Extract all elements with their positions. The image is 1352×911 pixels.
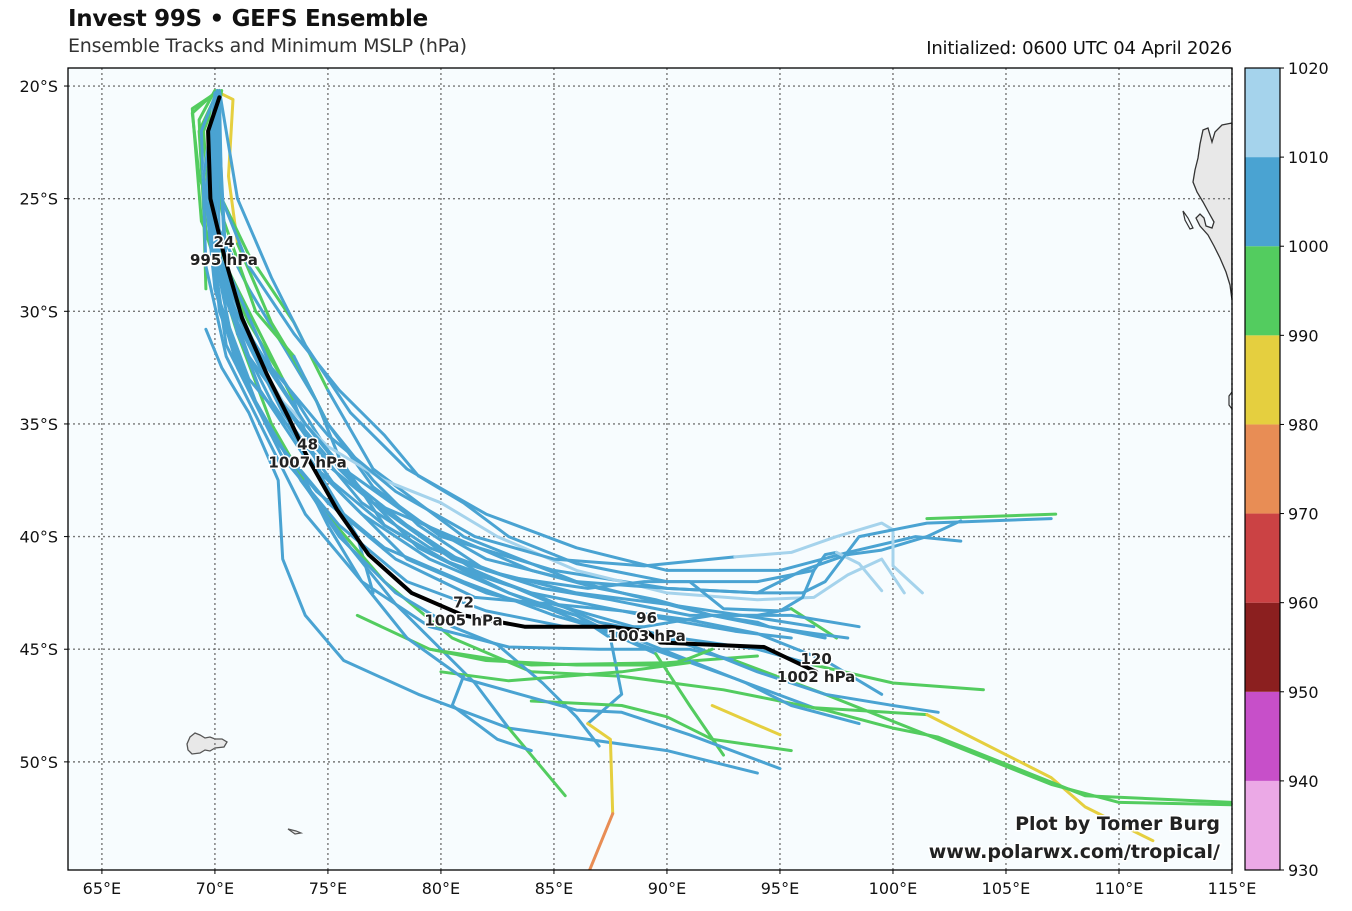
x-tick-label: 70°E — [196, 879, 234, 898]
colorbar-tick-label: 930 — [1288, 861, 1319, 880]
track-segment — [206, 91, 884, 696]
track-segment — [450, 674, 533, 753]
x-tick-label: 105°E — [982, 879, 1031, 898]
track-segment — [199, 89, 737, 662]
land-heard-island — [287, 828, 304, 835]
colorbar-tick-label: 940 — [1288, 772, 1319, 791]
track-segment — [789, 607, 838, 640]
land-australia-south — [1228, 391, 1232, 410]
chart-subtitle: Ensemble Tracks and Minimum MSLP (hPa) — [68, 35, 467, 57]
ensemble-member-track — [215, 91, 924, 595]
colorbar-bin — [1245, 691, 1280, 781]
colorbar-tick-label: 990 — [1288, 326, 1319, 345]
mean-label-hour: 96 — [636, 609, 657, 627]
track-segment — [416, 474, 816, 584]
map-frame — [67, 67, 1233, 871]
track-segment — [925, 713, 1155, 843]
colorbar-bin — [1245, 780, 1280, 870]
track-segment — [812, 663, 985, 692]
mean-label-pressure: 1003 hPa — [607, 627, 685, 645]
colorbar-bin — [1245, 335, 1280, 425]
y-tick-label: 20°S — [19, 77, 58, 96]
ensemble-mean-track — [206, 95, 819, 674]
x-tick-label: 100°E — [869, 879, 918, 898]
track-segment — [507, 726, 567, 798]
y-tick-label: 40°S — [19, 528, 58, 547]
colorbar-bin — [1245, 424, 1280, 514]
ensemble-tracks — [190, 89, 1232, 870]
mean-label-hour: 120 — [800, 650, 831, 668]
track-segment — [428, 647, 714, 667]
mean-label-hour: 72 — [453, 593, 474, 611]
track-segment — [303, 478, 782, 771]
ensemble-member-track — [303, 478, 782, 771]
colorbar-bin — [1245, 513, 1280, 603]
y-tick-label: 35°S — [19, 415, 58, 434]
colorbar-tick-label: 1000 — [1288, 237, 1329, 256]
track-segment — [204, 327, 759, 775]
mean-label-pressure: 1002 hPa — [777, 668, 855, 686]
init-time: Initialized: 0600 UTC 04 April 2026 — [926, 38, 1232, 59]
colorbar-bin — [1245, 602, 1280, 692]
track-segment — [215, 91, 737, 568]
track-segment — [217, 91, 239, 246]
x-tick-label: 95°E — [761, 879, 799, 898]
track-segment — [925, 512, 1058, 521]
mean-track-line — [206, 95, 819, 674]
mean-label-pressure: 995 hPa — [190, 251, 258, 269]
colorbar-tick-label: 1020 — [1288, 59, 1329, 78]
track-segment — [529, 699, 793, 753]
x-tick-label: 65°E — [83, 879, 121, 898]
track-segment — [586, 722, 615, 816]
colorbar-bin — [1245, 246, 1280, 336]
chart-title: Invest 99S • GEFS Ensemble — [68, 6, 428, 32]
ensemble-member-track — [428, 647, 714, 753]
land-layer — [186, 122, 1232, 835]
colorbar-tick-label: 970 — [1288, 505, 1319, 524]
y-axis-ticks: 20°S 25°S 30°S 35°S 40°S 45°S 50°S — [19, 77, 68, 772]
track-segment — [891, 528, 924, 595]
x-tick-label: 75°E — [309, 879, 347, 898]
colorbar-bin — [1245, 157, 1280, 247]
land-australia — [1192, 122, 1232, 301]
credit-url[interactable]: www.polarwx.com/tropical/ — [927, 840, 1221, 865]
colorbar: 930 940 950 960 970 980 990 1000 1010 1020 — [1244, 59, 1329, 880]
x-tick-label: 110°E — [1095, 879, 1144, 898]
colorbar-tick-label: 1010 — [1288, 148, 1329, 167]
colorbar-bin — [1245, 68, 1280, 158]
colorbar-tick-label: 980 — [1288, 415, 1319, 434]
y-tick-label: 50°S — [19, 753, 58, 772]
mean-label-pressure: 1005 hPa — [424, 611, 502, 629]
x-tick-label: 115°E — [1208, 879, 1257, 898]
track-segment — [439, 501, 906, 602]
ensemble-member-track — [211, 91, 861, 753]
mean-label-hour: 24 — [214, 233, 235, 251]
x-tick-label: 85°E — [535, 879, 573, 898]
y-tick-label: 30°S — [19, 302, 58, 321]
x-tick-label: 90°E — [648, 879, 686, 898]
ensemble-member-track — [206, 91, 884, 696]
mean-label-hour: 48 — [297, 436, 318, 454]
credit-author: Plot by Tomer Burg — [1015, 813, 1220, 835]
track-segment — [588, 812, 615, 870]
map-background — [68, 68, 1232, 870]
mean-label-pressure: 1007 hPa — [268, 454, 346, 472]
colorbar-tick-label: 960 — [1288, 594, 1319, 613]
y-tick-label: 25°S — [19, 190, 58, 209]
track-segment — [439, 661, 692, 683]
colorbar-tick-label: 950 — [1288, 683, 1319, 702]
land-australia-islet — [1182, 210, 1194, 230]
track-segment — [733, 521, 895, 559]
track-segment — [710, 704, 782, 737]
x-tick-label: 80°E — [422, 879, 460, 898]
credit: Plot by Tomer Burg www.polarwx.com/tropi… — [927, 812, 1221, 865]
track-segment — [211, 91, 861, 629]
colorbar-frame — [1244, 67, 1281, 871]
y-tick-label: 45°S — [19, 640, 58, 659]
x-axis-ticks: 65°E 70°E 75°E 80°E 85°E 90°E 95°E 100°E 105°E 11… — [83, 870, 1257, 898]
land-kerguelen — [186, 732, 228, 755]
